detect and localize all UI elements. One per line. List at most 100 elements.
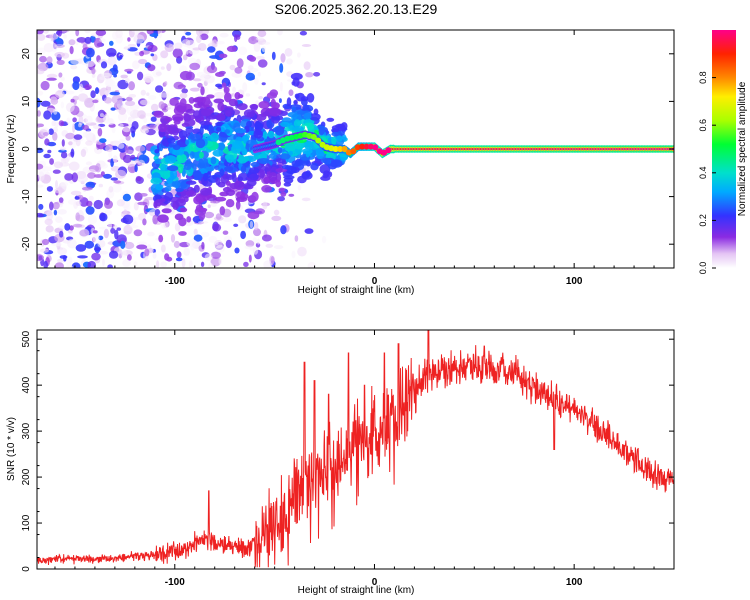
spectrogram-cell bbox=[304, 228, 314, 234]
spectrogram-cell bbox=[70, 58, 82, 65]
spectrogram-cell bbox=[310, 162, 319, 171]
spectrogram-cell bbox=[207, 46, 216, 53]
spectrogram-cell bbox=[142, 218, 147, 226]
spectrogram-cell bbox=[173, 240, 180, 249]
spectrogram-cell bbox=[112, 155, 118, 163]
spectrogram-cell bbox=[208, 235, 218, 243]
spectrogram-cell bbox=[85, 206, 95, 215]
spectrogram-cell bbox=[147, 64, 156, 72]
spectrogram-cell bbox=[176, 251, 182, 258]
spectrogram-cell bbox=[139, 50, 145, 57]
spectrogram-xlabel: Height of straight line (km) bbox=[298, 285, 415, 296]
spectrogram-cell bbox=[164, 155, 177, 164]
spectrogram-cell bbox=[93, 174, 104, 178]
spectrogram-cell bbox=[52, 202, 60, 210]
spectrogram-cell bbox=[134, 51, 141, 56]
spectrogram-cell bbox=[135, 145, 146, 152]
spectrogram-cell bbox=[77, 173, 88, 183]
spectrogram-cell bbox=[132, 60, 140, 70]
spectrogram-cell bbox=[219, 32, 229, 38]
spectrogram-cell bbox=[224, 129, 231, 134]
spectrogram-cell bbox=[57, 82, 64, 90]
spectrogram-cell bbox=[111, 184, 122, 193]
spectrogram-cell bbox=[237, 103, 248, 111]
spectrogram-cell bbox=[60, 181, 69, 187]
spectrogram-cell bbox=[146, 30, 154, 35]
spectrogram-cell bbox=[54, 187, 65, 194]
spectrogram-cell bbox=[273, 245, 284, 250]
spectrogram-cell bbox=[65, 102, 75, 113]
spectrogram-cell bbox=[250, 104, 258, 111]
spectrogram-cell bbox=[215, 213, 222, 220]
spectrogram-cell bbox=[95, 30, 107, 36]
spectrogram-cell bbox=[215, 244, 225, 253]
spectrogram-cell bbox=[160, 163, 166, 172]
spectrogram-cell bbox=[247, 211, 260, 220]
spectrogram-cell bbox=[292, 77, 300, 87]
spectrogram-cell bbox=[222, 230, 229, 235]
spectrogram-cell bbox=[192, 97, 204, 103]
spectrogram-cell bbox=[193, 234, 203, 242]
spectrogram-cell bbox=[232, 86, 236, 94]
spectrogram-cell bbox=[215, 126, 222, 132]
spectrogram-cell bbox=[60, 101, 65, 109]
spectrogram-cell bbox=[72, 81, 80, 91]
spectrogram-cell bbox=[110, 227, 116, 234]
spectrogram-cell bbox=[307, 262, 316, 268]
spectrogram-cell bbox=[214, 196, 227, 202]
spectrogram-cell bbox=[54, 51, 65, 58]
spectrogram-cell bbox=[268, 153, 277, 159]
spectrogram-cell bbox=[267, 130, 275, 139]
spectrogram-cell bbox=[215, 72, 225, 77]
spectrogram-cell bbox=[183, 247, 190, 256]
spectrogram-cell bbox=[125, 135, 131, 141]
spectrogram-cell bbox=[299, 30, 307, 36]
spectrogram-cell bbox=[56, 59, 65, 65]
spectrogram-cell bbox=[67, 238, 77, 249]
spectrogram-cell bbox=[99, 113, 105, 118]
spectrogram-cell bbox=[224, 92, 232, 103]
spectrogram-cell bbox=[50, 43, 58, 53]
spectrogram-cell bbox=[99, 163, 108, 169]
colorbar-ticks: 0.0 0.2 0.4 0.6 0.8 bbox=[698, 71, 716, 274]
spectrogram-cell bbox=[116, 199, 125, 207]
spectrogram-cell bbox=[186, 216, 192, 223]
spectrogram-cell bbox=[301, 197, 311, 202]
spectrogram-cell bbox=[179, 207, 188, 213]
spectrogram-cell bbox=[92, 234, 100, 243]
snr-frame bbox=[36, 329, 675, 570]
spectrogram-cell bbox=[55, 90, 65, 98]
spectrogram-cell bbox=[248, 56, 257, 62]
x-tick-label: 100 bbox=[566, 276, 583, 287]
spectrogram-cell bbox=[320, 175, 331, 181]
spectrogram-cell bbox=[262, 131, 268, 139]
spectrogram-cell bbox=[178, 231, 187, 236]
spectrogram-cell bbox=[42, 238, 50, 246]
spectrogram-cell bbox=[122, 126, 131, 133]
spectrogram-cell bbox=[175, 257, 183, 262]
spectrogram-cell bbox=[164, 81, 168, 86]
spectrogram-cell bbox=[154, 199, 163, 207]
spectrogram-cell bbox=[172, 147, 185, 157]
spectrogram-cell bbox=[297, 184, 302, 191]
spectrogram-cell bbox=[72, 95, 80, 101]
spectrogram-cell bbox=[231, 140, 244, 149]
spectrogram-cell bbox=[241, 148, 248, 156]
spectrogram-cell bbox=[122, 214, 134, 225]
spectrogram-cell bbox=[256, 238, 261, 245]
spectrogram-cell bbox=[279, 63, 284, 73]
spectrogram-cell bbox=[143, 117, 148, 124]
spectrogram-cell bbox=[59, 248, 64, 252]
spectrogram-cell bbox=[97, 239, 106, 248]
spectrogram-cell bbox=[303, 61, 311, 70]
spectrogram-cell bbox=[251, 191, 259, 202]
spectrogram-cell bbox=[67, 199, 77, 205]
spectrogram-cell bbox=[189, 151, 195, 159]
spectrogram-cell bbox=[242, 82, 248, 92]
spectrogram-cell bbox=[273, 209, 280, 216]
spectrogram-cell bbox=[261, 234, 272, 242]
spectrogram-cell bbox=[335, 135, 343, 142]
spectrogram-cell bbox=[121, 248, 127, 258]
spectrogram-cell bbox=[125, 100, 136, 107]
spectrogram-cell bbox=[109, 40, 114, 46]
